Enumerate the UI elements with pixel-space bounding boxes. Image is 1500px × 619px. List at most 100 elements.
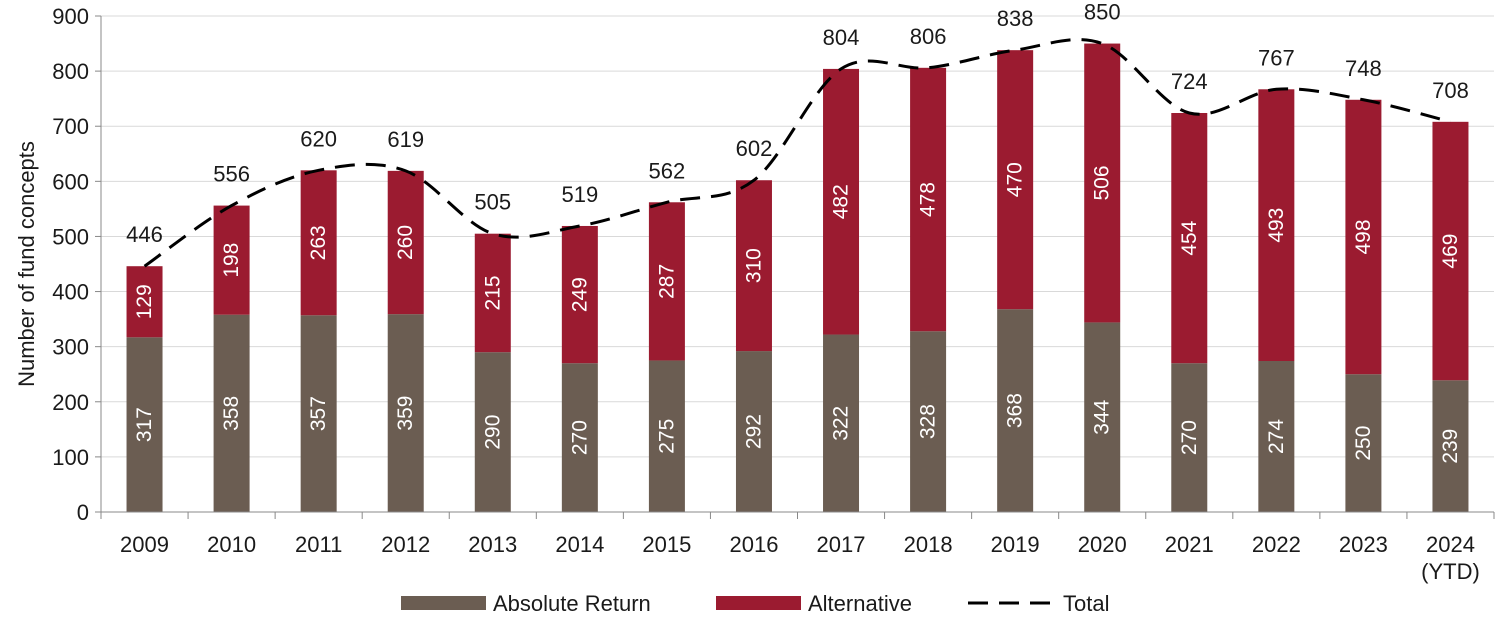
total-value-label: 505 <box>474 190 511 215</box>
axes: 0 100 200 300 400 500 600 700 800 900 2009 2010 2011… <box>52 4 1495 584</box>
bar-value-label-absolute-return: 359 <box>394 396 417 431</box>
bar-value-label-alternative: 249 <box>568 277 591 312</box>
x-tick-label: 2016 <box>729 532 778 557</box>
bar-value-label-absolute-return: 239 <box>1439 429 1462 464</box>
bar-value-label-absolute-return: 292 <box>742 414 765 449</box>
bar-segment-absolute-return <box>300 315 337 512</box>
bar-segment-absolute-return <box>561 363 598 512</box>
bar-segment-alternative <box>126 266 163 338</box>
bar-value-label-alternative: 260 <box>394 225 417 260</box>
total-value-label: 850 <box>1084 0 1121 25</box>
total-value-label: 556 <box>213 162 250 187</box>
y-tick-label: 700 <box>52 114 89 139</box>
x-tick-label: 2022 <box>1252 532 1301 557</box>
bar-value-label-absolute-return: 275 <box>655 419 678 454</box>
bar-segment-absolute-return <box>1258 360 1295 512</box>
bar-segment-absolute-return <box>1171 363 1208 512</box>
bar-segment-absolute-return <box>648 360 685 512</box>
bar-segment-absolute-return <box>910 331 947 512</box>
bar-segment-alternative <box>474 233 511 353</box>
legend-label-total: Total <box>1063 591 1109 616</box>
bar-segment-alternative <box>300 170 337 316</box>
bar-value-label-alternative: 454 <box>1178 220 1201 255</box>
y-tick-label: 300 <box>52 335 89 360</box>
y-tick-label: 500 <box>52 224 89 249</box>
x-tick-label: 2012 <box>381 532 430 557</box>
bar-segment-absolute-return <box>213 314 250 512</box>
total-value-label: 619 <box>387 127 424 152</box>
bar-segment-absolute-return <box>387 314 424 512</box>
bar-segment-absolute-return <box>735 351 772 512</box>
y-tick-label: 800 <box>52 59 89 84</box>
bar-value-label-absolute-return: 274 <box>1265 419 1288 454</box>
bar-value-label-absolute-return: 328 <box>917 404 940 439</box>
bar-segment-alternative <box>213 205 250 315</box>
total-value-label: 708 <box>1432 78 1469 103</box>
y-tick-label: 400 <box>52 280 89 305</box>
bar-value-label-alternative: 482 <box>830 184 853 219</box>
bar-value-label-absolute-return: 250 <box>1352 426 1375 461</box>
legend-label-absolute-return: Absolute Return <box>493 591 651 616</box>
bar-value-label-alternative: 198 <box>220 243 243 278</box>
legend-swatch-absolute-return <box>401 596 486 610</box>
x-tick-label: 2019 <box>991 532 1040 557</box>
y-tick-label: 600 <box>52 169 89 194</box>
bar-segment-alternative <box>1171 112 1208 364</box>
bar-value-label-absolute-return: 344 <box>1091 399 1114 434</box>
legend-label-alternative: Alternative <box>808 591 912 616</box>
bar-segment-alternative <box>387 170 424 315</box>
bar-value-label-alternative: 263 <box>307 225 330 260</box>
legend: Absolute Return Alternative Total <box>401 591 1109 616</box>
bar-value-label-alternative: 478 <box>917 182 940 217</box>
x-tick-label: 2010 <box>207 532 256 557</box>
legend-swatch-alternative <box>716 596 801 610</box>
y-tick-label: 900 <box>52 4 89 29</box>
bar-segment-absolute-return <box>823 334 860 512</box>
bar-segment-alternative <box>997 50 1034 310</box>
bar-segment-alternative <box>735 180 772 352</box>
bar-value-label-alternative: 493 <box>1265 208 1288 243</box>
total-value-label: 838 <box>997 6 1034 31</box>
bar-value-label-alternative: 469 <box>1439 234 1462 269</box>
x-tick-label: 2021 <box>1165 532 1214 557</box>
bar-segment-alternative <box>1258 89 1295 361</box>
bar-segment-alternative <box>561 225 598 364</box>
bar-segment-alternative <box>1345 99 1382 375</box>
bar-segment-absolute-return <box>474 352 511 512</box>
bar-segment-absolute-return <box>126 337 163 512</box>
bar-value-label-absolute-return: 322 <box>830 406 853 441</box>
bar-value-label-alternative: 215 <box>481 275 504 310</box>
bar-value-label-alternative: 506 <box>1091 165 1114 200</box>
total-value-label: 602 <box>736 136 773 161</box>
y-tick-label: 200 <box>52 390 89 415</box>
total-value-label: 519 <box>561 182 598 207</box>
bar-segment-alternative <box>648 202 685 361</box>
data-labels: 317 129 358 198 357 263 359 260 290 215 270 249 275 2… <box>126 0 1469 464</box>
total-value-label: 767 <box>1258 45 1295 70</box>
bar-value-label-absolute-return: 290 <box>481 415 504 450</box>
y-tick-label: 0 <box>77 500 89 525</box>
bar-value-label-absolute-return: 368 <box>1004 393 1027 428</box>
total-value-label: 724 <box>1171 69 1208 94</box>
x-tick-label: 2013 <box>468 532 517 557</box>
bar-segment-absolute-return <box>1345 374 1382 512</box>
x-tick-label: 2018 <box>904 532 953 557</box>
x-tick-label: 2009 <box>120 532 169 557</box>
bar-value-label-alternative: 287 <box>655 264 678 299</box>
x-tick-label: 2024 <box>1426 532 1475 557</box>
bar-segment-absolute-return <box>1432 380 1469 512</box>
bar-segment-absolute-return <box>997 309 1034 512</box>
bar-value-label-absolute-return: 358 <box>220 396 243 431</box>
bar-segment-alternative <box>823 68 860 335</box>
total-value-label: 806 <box>910 24 947 49</box>
total-value-label: 446 <box>126 222 163 247</box>
y-axis-title: Number of fund concepts <box>14 141 39 387</box>
bar-value-label-absolute-return: 317 <box>133 407 156 442</box>
y-tick-label: 100 <box>52 445 89 470</box>
bar-value-label-absolute-return: 270 <box>1178 420 1201 455</box>
x-tick-sublabel: (YTD) <box>1421 559 1480 584</box>
bar-value-label-absolute-return: 357 <box>307 396 330 431</box>
x-tick-label: 2017 <box>817 532 866 557</box>
